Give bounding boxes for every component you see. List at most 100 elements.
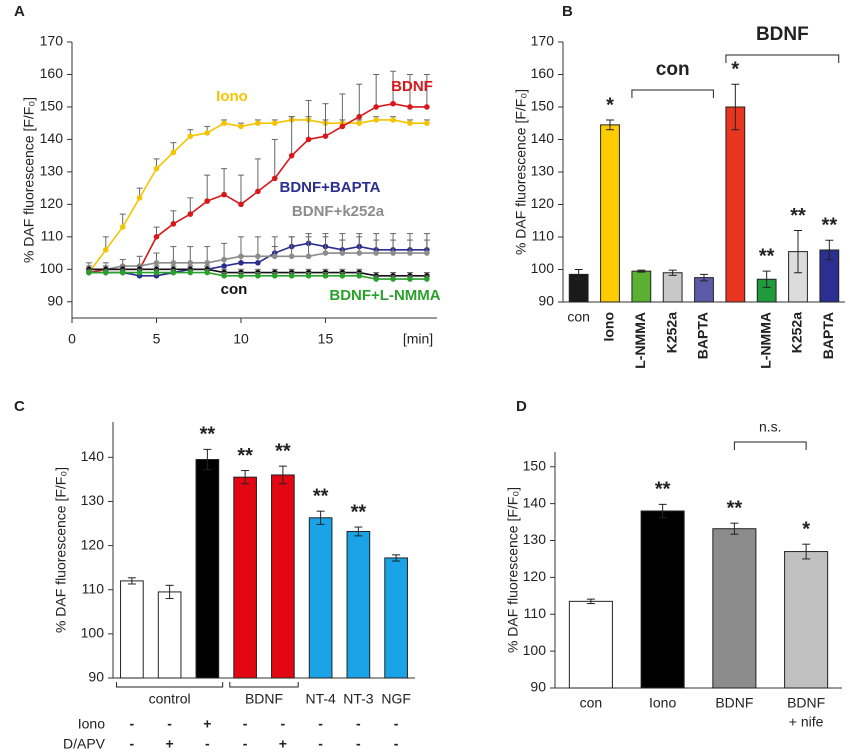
row-value: + bbox=[166, 736, 174, 752]
row-value: - bbox=[356, 736, 361, 752]
row-value: - bbox=[130, 716, 135, 732]
significance: * bbox=[606, 94, 614, 116]
y-tick-label: 170 bbox=[531, 33, 555, 49]
x-axis-title: [min] bbox=[403, 331, 433, 347]
bar bbox=[120, 580, 144, 679]
marker bbox=[339, 272, 346, 279]
group-label: con bbox=[656, 59, 690, 80]
marker bbox=[238, 253, 244, 260]
y-tick-label: 170 bbox=[40, 33, 64, 49]
y-tick-label: 90 bbox=[47, 292, 63, 308]
marker bbox=[271, 272, 278, 279]
marker bbox=[204, 198, 210, 204]
marker bbox=[390, 276, 396, 282]
panel: D % DAF fluorescence [F/F₀] 90 100 110 120 130… bbox=[505, 398, 842, 730]
significance: * bbox=[802, 518, 810, 540]
x-tick-label: BAPTA bbox=[820, 312, 836, 359]
marker bbox=[407, 104, 413, 110]
row-label: D/APV bbox=[63, 736, 106, 752]
series-label: BDNF+L-NMMA bbox=[329, 287, 440, 304]
marker bbox=[373, 117, 379, 123]
significance: ** bbox=[313, 485, 329, 507]
panel-letter: A bbox=[14, 3, 25, 20]
marker bbox=[238, 260, 244, 266]
x-tick-label: BDNF bbox=[787, 695, 825, 711]
y-tick-label: 140 bbox=[40, 130, 64, 146]
marker bbox=[322, 133, 329, 139]
y-tick-label: 130 bbox=[40, 163, 64, 179]
group-label: NT-4 bbox=[305, 691, 336, 707]
marker bbox=[153, 269, 160, 276]
bar bbox=[640, 510, 685, 689]
bar bbox=[308, 517, 333, 679]
marker bbox=[119, 224, 126, 230]
row-value: - bbox=[205, 736, 210, 752]
marker bbox=[407, 120, 413, 126]
marker bbox=[187, 211, 194, 217]
marker bbox=[356, 120, 363, 126]
y-axis-title: % DAF fluorescence [F/F₀] bbox=[53, 467, 69, 633]
marker bbox=[255, 120, 261, 126]
y-tick-label: 150 bbox=[531, 98, 555, 114]
x-tick-label: con bbox=[567, 309, 590, 325]
row-value: - bbox=[243, 736, 248, 752]
row-label: Iono bbox=[78, 716, 105, 732]
group-label: BDNF bbox=[756, 24, 809, 45]
group-label: BDNF bbox=[245, 691, 283, 707]
row-value: + bbox=[203, 716, 211, 732]
bar bbox=[157, 591, 182, 679]
marker bbox=[373, 104, 379, 110]
y-tick-label: 110 bbox=[524, 605, 547, 621]
marker bbox=[407, 276, 413, 282]
bar bbox=[725, 106, 746, 303]
marker bbox=[136, 195, 143, 201]
panel: C % DAF fluorescence [F/F₀] 90 100 110 120 130… bbox=[14, 398, 415, 752]
marker bbox=[271, 175, 278, 182]
panel-letter: B bbox=[562, 3, 573, 20]
row-value: - bbox=[394, 736, 399, 752]
significance: ** bbox=[351, 501, 367, 523]
marker bbox=[305, 272, 312, 279]
bar bbox=[784, 551, 829, 689]
marker bbox=[255, 253, 261, 260]
x-tick-label: 0 bbox=[68, 331, 76, 347]
y-tick-label: 140 bbox=[531, 130, 555, 146]
marker bbox=[102, 247, 109, 253]
marker bbox=[170, 269, 177, 276]
marker bbox=[153, 260, 160, 266]
marker bbox=[356, 113, 363, 120]
marker bbox=[204, 260, 210, 266]
panel-letter: D bbox=[516, 398, 527, 415]
panel-letter: C bbox=[14, 398, 25, 415]
marker bbox=[170, 149, 177, 156]
marker bbox=[102, 269, 109, 276]
marker bbox=[339, 123, 346, 130]
marker bbox=[187, 269, 194, 276]
marker bbox=[187, 260, 194, 266]
marker bbox=[424, 250, 430, 256]
x-tick-label: 5 bbox=[153, 331, 161, 347]
group-bracket bbox=[725, 54, 840, 63]
y-tick-label: 130 bbox=[81, 492, 105, 508]
significance: ** bbox=[822, 215, 838, 237]
y-tick-label: 90 bbox=[88, 669, 104, 685]
marker bbox=[424, 276, 430, 282]
bar bbox=[195, 459, 220, 679]
x-tick-label: K252a bbox=[789, 312, 805, 353]
bar bbox=[662, 272, 683, 303]
bar bbox=[384, 557, 408, 679]
y-tick-label: 140 bbox=[81, 448, 105, 464]
marker bbox=[119, 269, 126, 276]
marker bbox=[255, 188, 261, 195]
group-label: control bbox=[149, 691, 191, 707]
y-tick-label: 140 bbox=[523, 494, 547, 510]
x-tick-label: K252a bbox=[663, 312, 679, 353]
significance: ** bbox=[655, 479, 671, 501]
row-value: - bbox=[318, 736, 323, 752]
marker bbox=[170, 260, 177, 266]
bar bbox=[631, 270, 652, 303]
x-tick-label: Iono bbox=[649, 695, 676, 711]
marker bbox=[86, 269, 92, 276]
y-tick-label: 120 bbox=[531, 195, 555, 211]
marker bbox=[288, 253, 295, 260]
